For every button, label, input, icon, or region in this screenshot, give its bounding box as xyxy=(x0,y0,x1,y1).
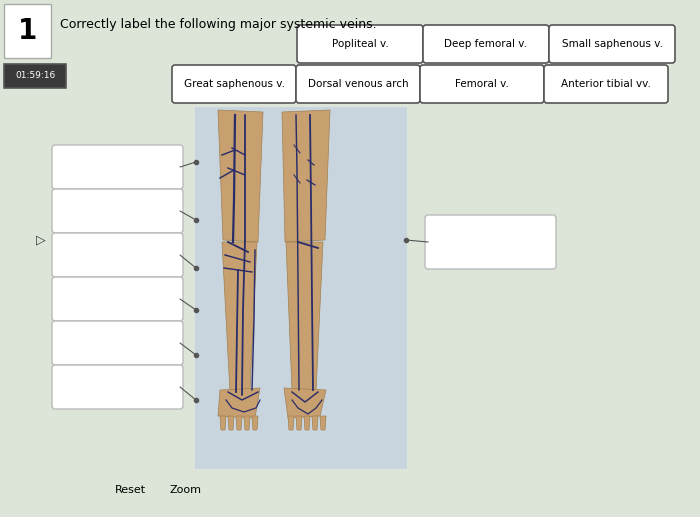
Polygon shape xyxy=(304,416,310,430)
FancyBboxPatch shape xyxy=(195,107,407,469)
FancyBboxPatch shape xyxy=(52,189,183,233)
FancyBboxPatch shape xyxy=(52,365,183,409)
Text: 1: 1 xyxy=(18,17,37,45)
Text: 01:59:16: 01:59:16 xyxy=(15,71,55,81)
Text: ▷: ▷ xyxy=(36,234,46,247)
Text: Small saphenous v.: Small saphenous v. xyxy=(561,39,662,49)
FancyBboxPatch shape xyxy=(297,25,423,63)
Polygon shape xyxy=(286,242,323,392)
Text: Dorsal venous arch: Dorsal venous arch xyxy=(308,79,408,89)
FancyBboxPatch shape xyxy=(4,4,51,58)
Polygon shape xyxy=(220,416,226,430)
Text: Zoom: Zoom xyxy=(169,485,201,495)
Polygon shape xyxy=(228,416,234,430)
Polygon shape xyxy=(312,416,318,430)
FancyBboxPatch shape xyxy=(172,65,296,103)
Polygon shape xyxy=(288,416,294,430)
FancyBboxPatch shape xyxy=(420,65,544,103)
FancyBboxPatch shape xyxy=(544,65,668,103)
Text: Great saphenous v.: Great saphenous v. xyxy=(183,79,284,89)
FancyBboxPatch shape xyxy=(52,145,183,189)
FancyBboxPatch shape xyxy=(296,65,420,103)
Polygon shape xyxy=(236,416,242,430)
FancyBboxPatch shape xyxy=(425,215,556,269)
FancyBboxPatch shape xyxy=(4,64,66,88)
Text: Anterior tibial vv.: Anterior tibial vv. xyxy=(561,79,651,89)
FancyBboxPatch shape xyxy=(423,25,549,63)
FancyBboxPatch shape xyxy=(52,321,183,365)
Text: Reset: Reset xyxy=(114,485,146,495)
Text: Popliteal v.: Popliteal v. xyxy=(332,39,389,49)
FancyBboxPatch shape xyxy=(52,277,183,321)
Polygon shape xyxy=(218,388,260,418)
Polygon shape xyxy=(284,388,326,418)
Polygon shape xyxy=(252,416,258,430)
FancyBboxPatch shape xyxy=(52,233,183,277)
FancyBboxPatch shape xyxy=(549,25,675,63)
Polygon shape xyxy=(320,416,326,430)
Polygon shape xyxy=(244,416,250,430)
Text: Femoral v.: Femoral v. xyxy=(455,79,509,89)
Text: Deep femoral v.: Deep femoral v. xyxy=(444,39,528,49)
Polygon shape xyxy=(222,242,257,392)
Polygon shape xyxy=(218,110,263,242)
Polygon shape xyxy=(296,416,302,430)
Text: Correctly label the following major systemic veins.: Correctly label the following major syst… xyxy=(60,18,377,31)
Polygon shape xyxy=(282,110,330,242)
